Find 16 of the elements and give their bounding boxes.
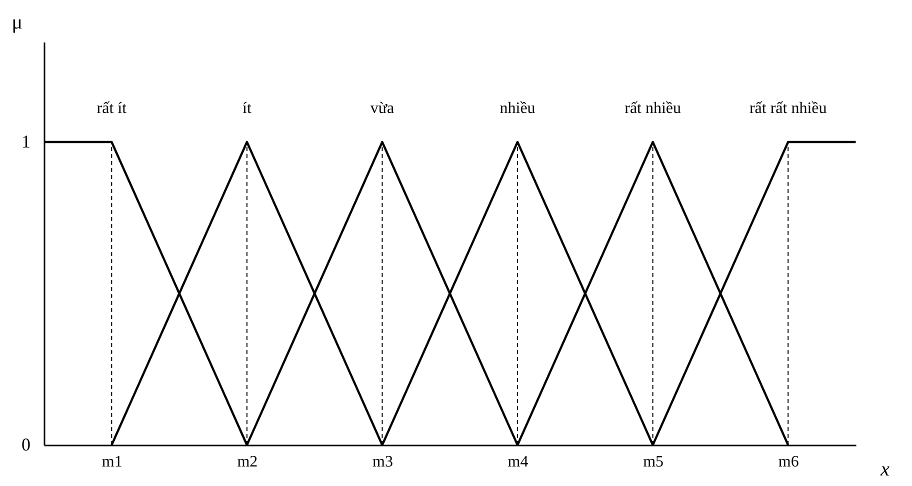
y-tick-label: 0	[22, 434, 30, 454]
y-tick-label: 1	[22, 131, 30, 152]
x-tick-label: m3	[372, 454, 393, 470]
x-tick-label: m6	[778, 454, 799, 470]
series-label: ít	[242, 100, 252, 117]
x-tick-label: m2	[237, 454, 258, 470]
y-axis-title: μ	[12, 12, 22, 34]
series-label: rất rất nhiều	[749, 100, 827, 117]
x-tick-label: m1	[102, 454, 122, 470]
text: rất nhiều	[624, 100, 682, 117]
series-label: nhiều	[500, 100, 536, 117]
series-label: rất ít	[96, 100, 128, 117]
series-label: vừa	[370, 100, 394, 117]
x-axis-title: x	[880, 458, 890, 480]
x-tick-label: m4	[508, 454, 528, 470]
x-tick-label: m5	[643, 454, 664, 470]
